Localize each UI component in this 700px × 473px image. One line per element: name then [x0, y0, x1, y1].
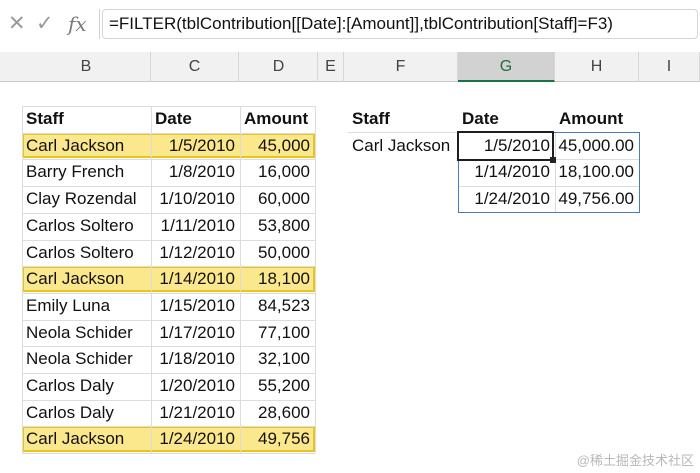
grid-line [22, 132, 315, 134]
amount-cell[interactable]: 84,523 [258, 295, 310, 315]
amount-cell[interactable]: 32,100 [258, 349, 310, 369]
grid-line [22, 106, 315, 107]
staff-cell[interactable]: Barry French [26, 162, 125, 182]
formula-input[interactable]: =FILTER(tblContribution[[Date]:[Amount]]… [102, 9, 698, 39]
grid-line [22, 426, 315, 428]
date-cell[interactable]: 1/18/2010 [159, 349, 235, 369]
grid-line [151, 106, 152, 454]
amount-cell[interactable]: 49,756 [258, 429, 310, 449]
date-cell[interactable]: 1/11/2010 [160, 215, 235, 235]
result-date-cell[interactable]: 1/24/2010 [474, 189, 550, 209]
grid-line [22, 453, 315, 455]
table-header-amount[interactable]: Amount [244, 109, 309, 128]
amount-cell[interactable]: 50,000 [258, 242, 310, 262]
grid-line [458, 186, 640, 188]
date-cell[interactable]: 1/12/2010 [159, 242, 235, 262]
staff-cell[interactable]: Carlos Daly [26, 376, 114, 395]
filter-header-staff[interactable]: Staff [352, 109, 390, 128]
grid-line [315, 106, 316, 454]
staff-cell[interactable]: Carlos Soltero [26, 242, 134, 262]
grid-line [240, 106, 241, 454]
column-header-e[interactable]: E [318, 52, 344, 82]
column-header-row [0, 52, 700, 82]
amount-cell[interactable]: 18,100 [258, 269, 310, 289]
column-header-h[interactable]: H [555, 52, 639, 82]
staff-cell[interactable]: Neola Schider [26, 349, 133, 369]
grid-line [22, 399, 315, 401]
result-amount-cell[interactable]: 18,100.00 [558, 162, 634, 182]
grid-line [22, 186, 315, 188]
fill-handle[interactable] [550, 157, 556, 163]
grid-line [22, 346, 315, 348]
table-header-staff[interactable]: Staff [26, 109, 64, 128]
staff-cell[interactable]: Carlos Daly [26, 402, 114, 422]
date-cell[interactable]: 1/21/2010 [159, 402, 235, 422]
cancel-icon[interactable]: ✕ [8, 12, 26, 35]
amount-cell[interactable]: 53,800 [258, 215, 310, 235]
grid-line [22, 292, 315, 294]
formula-bar-divider [99, 9, 100, 39]
grid-line [22, 373, 315, 374]
staff-cell[interactable]: Emily Luna [26, 295, 111, 315]
column-header-c[interactable]: C [151, 52, 239, 82]
column-header-f[interactable]: F [344, 52, 458, 82]
grid-line [22, 319, 315, 321]
highlighted-row [22, 426, 315, 453]
date-cell[interactable]: 1/15/2010 [159, 295, 235, 315]
result-amount-cell[interactable]: 49,756.00 [558, 189, 634, 209]
result-date-cell[interactable]: 1/14/2010 [474, 162, 550, 182]
table-header-date[interactable]: Date [155, 109, 192, 128]
active-cell-g3[interactable] [457, 131, 554, 161]
enter-icon[interactable]: ✓ [36, 12, 54, 35]
grid-line [555, 132, 556, 213]
staff-cell[interactable]: Neola Schider [26, 322, 133, 342]
date-cell[interactable]: 1/8/2010 [168, 162, 235, 182]
column-header-b[interactable]: B [22, 52, 151, 82]
amount-cell[interactable]: 16,000 [258, 162, 310, 182]
staff-cell[interactable]: Carl Jackson [26, 135, 125, 155]
filter-header-date[interactable]: Date [462, 109, 499, 128]
grid-line [22, 212, 315, 214]
grid-line [22, 106, 23, 454]
column-header-d[interactable]: D [240, 52, 318, 82]
grid-line [22, 266, 315, 268]
amount-cell[interactable]: 28,600 [258, 402, 310, 422]
date-cell[interactable]: 1/20/2010 [159, 376, 235, 395]
criteria-cell[interactable]: Carl Jackson [352, 135, 451, 155]
formula-bar: ✕ ✓ fx =FILTER(tblContribution[[Date]:[A… [0, 0, 700, 48]
result-amount-cell[interactable]: 45,000.00 [558, 135, 634, 155]
highlighted-row [22, 266, 315, 292]
result-date-cell[interactable]: 1/5/2010 [483, 135, 550, 155]
staff-cell[interactable]: Carlos Soltero [26, 215, 134, 235]
date-cell[interactable]: 1/5/2010 [168, 135, 235, 155]
date-cell[interactable]: 1/17/2010 [159, 322, 235, 342]
column-header-g[interactable]: G [458, 52, 555, 82]
amount-cell[interactable]: 77,100 [258, 322, 310, 342]
staff-cell[interactable]: Carl Jackson [26, 269, 125, 289]
filter-header-amount[interactable]: Amount [559, 109, 624, 128]
date-cell[interactable]: 1/24/2010 [159, 429, 235, 449]
amount-cell[interactable]: 55,200 [258, 376, 310, 395]
watermark: @稀土掘金技术社区 [576, 453, 694, 468]
staff-cell[interactable]: Carl Jackson [26, 429, 125, 449]
column-header-i[interactable]: I [639, 52, 700, 82]
grid-line [22, 159, 315, 161]
staff-cell[interactable]: Clay Rozendal [26, 189, 137, 209]
amount-cell[interactable]: 60,000 [258, 189, 310, 209]
insert-function-icon[interactable]: fx [68, 12, 87, 36]
date-cell[interactable]: 1/10/2010 [159, 189, 235, 209]
grid-line [22, 239, 315, 241]
amount-cell[interactable]: 45,000 [258, 135, 310, 155]
date-cell[interactable]: 1/14/2010 [159, 269, 235, 289]
